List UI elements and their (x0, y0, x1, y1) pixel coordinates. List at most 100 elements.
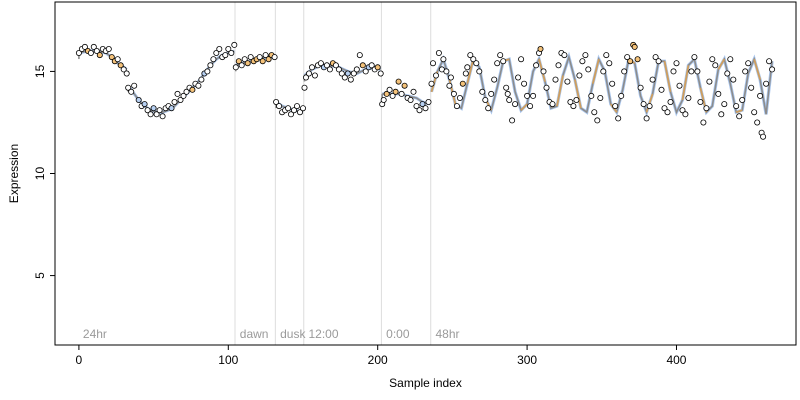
data-point-142 (485, 105, 492, 112)
data-point-116 (413, 103, 420, 110)
data-point-151 (509, 117, 516, 124)
data-point-124 (435, 50, 442, 57)
data-point-161 (537, 46, 544, 53)
data-point-11 (108, 54, 115, 61)
phase-label-2: dusk (280, 327, 306, 341)
data-point-0 (75, 50, 82, 57)
data-point-97 (359, 62, 366, 69)
data-point-4 (87, 50, 94, 57)
data-point-52 (231, 41, 238, 48)
data-point-199 (649, 76, 656, 83)
x-tick-label-0: 0 (76, 353, 83, 367)
data-point-187 (615, 115, 622, 122)
data-point-67 (273, 99, 280, 106)
data-point-230 (742, 68, 749, 75)
data-point-33 (174, 90, 181, 97)
data-point-111 (398, 90, 405, 97)
data-point-85 (323, 62, 330, 69)
data-point-76 (299, 105, 306, 112)
data-point-183 (603, 52, 610, 59)
data-point-173 (573, 97, 580, 104)
x-axis-title: Sample index (389, 376, 462, 390)
data-point-16 (123, 70, 130, 77)
y-tick-label-10: 10 (33, 167, 47, 181)
phase-label-3: 12:00 (308, 327, 338, 341)
data-point-96 (356, 52, 363, 59)
data-point-170 (564, 78, 571, 85)
data-point-206 (670, 68, 677, 75)
data-point-233 (751, 109, 758, 116)
data-point-38 (189, 86, 196, 93)
data-point-172 (570, 103, 577, 110)
data-point-57 (244, 60, 251, 67)
data-point-214 (694, 68, 701, 75)
data-points (75, 41, 776, 140)
data-point-165 (549, 101, 556, 108)
data-point-141 (482, 97, 489, 104)
data-point-121 (428, 80, 435, 87)
data-point-107 (386, 86, 393, 93)
data-point-47 (216, 46, 223, 53)
data-point-2 (81, 43, 88, 50)
data-point-105 (380, 97, 387, 104)
data-point-110 (395, 78, 402, 85)
data-point-92 (344, 70, 351, 77)
data-point-152 (512, 101, 519, 108)
fit-highlight (466, 58, 475, 84)
data-point-10 (105, 46, 112, 53)
data-point-128 (446, 82, 453, 89)
data-point-5 (90, 43, 97, 50)
x-tick-label-200: 200 (368, 353, 388, 367)
data-point-58 (247, 54, 254, 61)
data-point-204 (664, 109, 671, 116)
data-point-221 (715, 90, 722, 97)
data-point-77 (301, 84, 308, 91)
x-tick-label-300: 300 (517, 353, 537, 367)
data-point-200 (652, 54, 659, 61)
data-point-86 (326, 66, 333, 73)
phase-label-4: 0:00 (386, 327, 410, 341)
data-point-171 (567, 99, 574, 106)
data-point-193 (631, 43, 638, 50)
data-point-177 (585, 66, 592, 73)
data-point-15 (120, 66, 127, 73)
data-point-181 (597, 95, 604, 102)
data-point-130 (450, 90, 457, 97)
data-point-235 (757, 92, 764, 99)
data-point-217 (703, 105, 710, 112)
data-point-129 (447, 74, 454, 81)
data-point-148 (503, 84, 510, 91)
data-point-194 (634, 56, 641, 63)
data-point-40 (195, 82, 202, 89)
data-point-209 (679, 107, 686, 114)
data-point-44 (207, 62, 214, 69)
data-point-41 (198, 76, 205, 83)
phase-labels: 24hr dawn dusk 12:00 0:00 48hr (83, 327, 460, 341)
data-point-100 (368, 62, 375, 69)
data-point-176 (582, 52, 589, 59)
data-point-226 (730, 76, 737, 83)
data-point-146 (497, 52, 504, 59)
data-point-222 (718, 111, 725, 118)
data-point-112 (401, 82, 408, 89)
data-point-178 (588, 92, 595, 99)
data-point-215 (697, 99, 704, 106)
data-point-179 (591, 109, 598, 116)
data-point-144 (491, 76, 498, 83)
data-point-118 (419, 101, 426, 108)
data-point-132 (456, 95, 463, 102)
data-point-13 (114, 56, 121, 63)
data-point-89 (335, 66, 342, 73)
fit-highlight (681, 65, 690, 101)
fit-highlight (753, 58, 762, 80)
y-axis-title: Expression (7, 144, 21, 203)
data-point-93 (347, 76, 354, 83)
data-point-143 (488, 90, 495, 97)
data-point-127 (443, 68, 450, 75)
data-point-228 (736, 113, 743, 120)
y-tick-label-5: 5 (33, 272, 47, 279)
fit-highlight (520, 103, 528, 111)
data-point-202 (658, 86, 665, 93)
data-point-182 (600, 68, 607, 75)
